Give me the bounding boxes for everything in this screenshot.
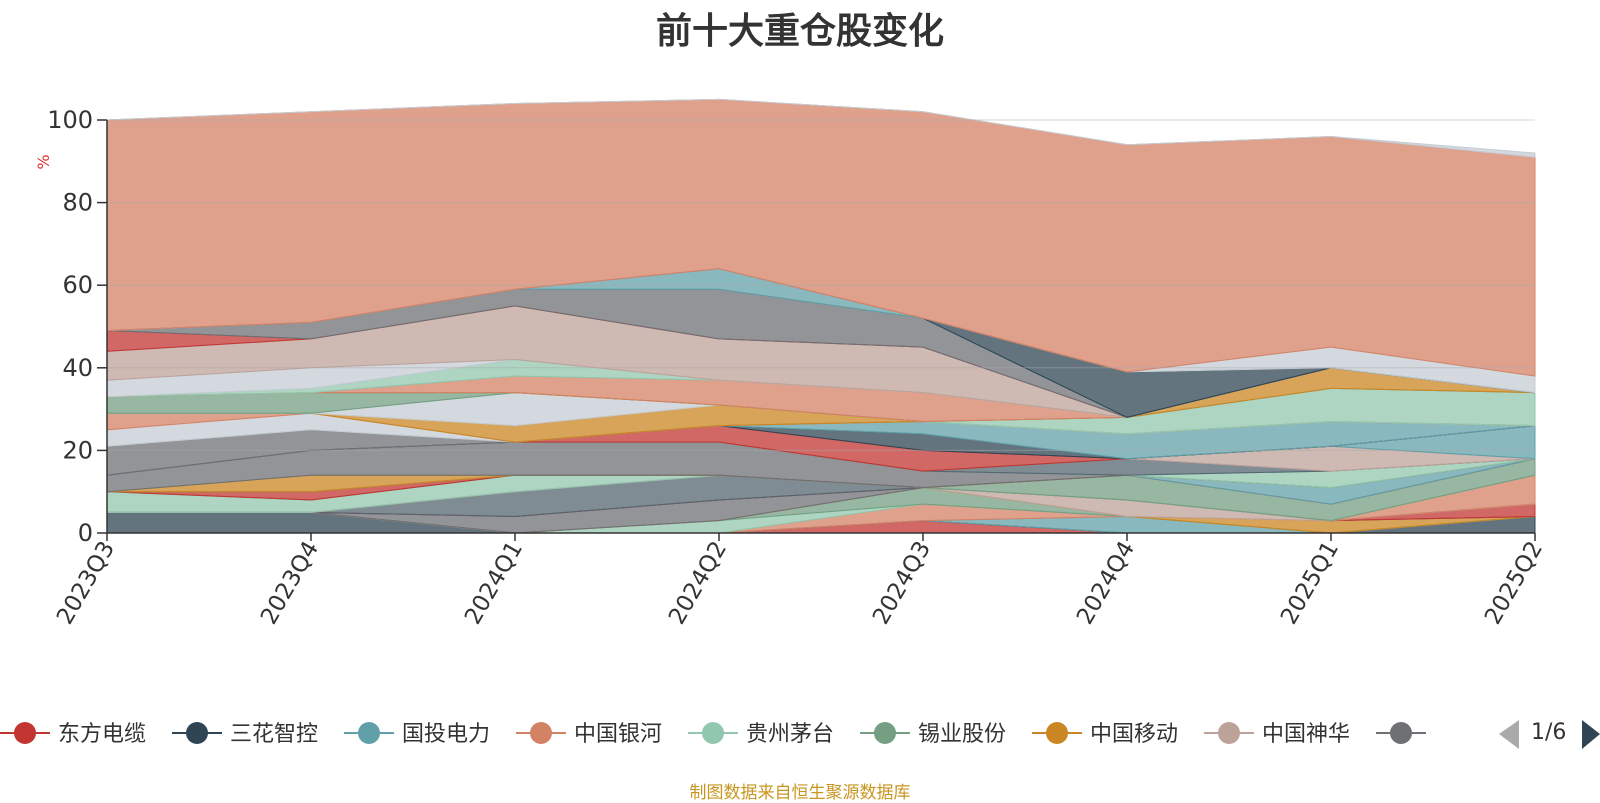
- legend-item[interactable]: 锡业股份: [860, 722, 1006, 747]
- x-tick-label: 2025Q1: [1276, 537, 1344, 629]
- x-tick-label: 2024Q1: [460, 537, 528, 629]
- legend-item[interactable]: 中国神华: [1204, 722, 1350, 747]
- x-tick-label: 2024Q4: [1072, 537, 1140, 629]
- legend-page-indicator: 1/6: [1531, 720, 1567, 745]
- x-tick-label: 2023Q3: [52, 537, 120, 629]
- legend-swatch-marker: [530, 722, 552, 744]
- y-tick-label: 0: [78, 519, 93, 547]
- legend-item[interactable]: 三花智控: [172, 722, 318, 747]
- x-tick-label: 2025Q2: [1480, 537, 1548, 629]
- legend-item-truncated[interactable]: [1376, 722, 1426, 744]
- legend-label: 锡业股份: [918, 722, 1006, 747]
- legend-item[interactable]: 国投电力: [344, 722, 490, 747]
- legend-swatch-marker: [14, 722, 36, 744]
- chart-title: 前十大重仓股变化: [655, 11, 944, 52]
- legend-label: 中国银河: [574, 722, 662, 747]
- legend-label: 贵州茅台: [746, 722, 834, 747]
- source-note: 制图数据来自恒生聚源数据库: [689, 783, 911, 803]
- legend-swatch-marker: [186, 722, 208, 744]
- legend-pager[interactable]: [1499, 720, 1600, 749]
- legend-item[interactable]: 中国银河: [516, 722, 662, 747]
- legend-swatch-marker: [358, 722, 380, 744]
- legend-label: 三花智控: [230, 722, 318, 747]
- legend-label: 东方电缆: [58, 722, 146, 747]
- legend-swatch-marker: [1218, 722, 1240, 744]
- legend-label: 国投电力: [402, 722, 490, 747]
- y-tick-label: 100: [47, 106, 93, 134]
- legend-swatch-marker: [1390, 722, 1412, 744]
- legend-prev-arrow-icon[interactable]: [1499, 720, 1519, 749]
- legend-item[interactable]: 东方电缆: [0, 722, 146, 747]
- x-tick-label: 2024Q2: [664, 537, 732, 629]
- legend-swatch-marker: [1046, 722, 1068, 744]
- legend-swatch-marker: [702, 722, 724, 744]
- legend-item[interactable]: 贵州茅台: [688, 722, 834, 747]
- x-tick-label: 2023Q4: [256, 537, 324, 629]
- y-tick-label: 40: [62, 354, 93, 382]
- legend[interactable]: 东方电缆 三花智控 国投电力 中国银河 贵州茅台 锡业股份 中国移动 中国神华: [0, 722, 1426, 747]
- x-tick-label: 2024Q3: [868, 537, 936, 629]
- y-tick-label: 20: [62, 436, 93, 464]
- area-series-45: [106, 98, 1536, 158]
- legend-next-arrow-icon[interactable]: [1582, 720, 1600, 749]
- legend-label: 中国移动: [1090, 722, 1178, 747]
- y-tick-label: 80: [62, 189, 93, 217]
- y-tick-label: 60: [62, 271, 93, 299]
- y-axis-label: %: [34, 154, 53, 169]
- area-series-layer: [106, 98, 1536, 534]
- legend-label: 中国神华: [1262, 722, 1350, 747]
- legend-item[interactable]: 中国移动: [1032, 722, 1178, 747]
- legend-swatch-marker: [874, 722, 896, 744]
